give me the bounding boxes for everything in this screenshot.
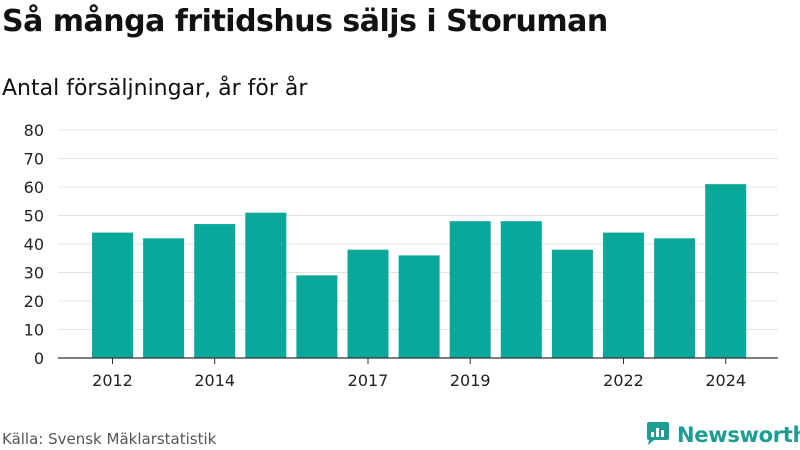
y-tick-label: 10 [24,321,44,340]
y-tick-label: 80 [24,121,44,140]
x-tick-label: 2022 [603,371,644,390]
chart-subtitle: Antal försäljningar, år för år [2,76,308,101]
y-tick-label: 70 [24,150,44,169]
bar [398,255,440,358]
x-tick-label: 2012 [92,371,133,390]
y-tick-label: 20 [24,292,44,311]
bar [449,221,491,358]
source-note: Källa: Svensk Mäklarstatistik [2,430,217,448]
x-tick-label: 2024 [705,371,746,390]
bar [245,212,287,358]
y-tick-label: 60 [24,178,44,197]
bar [603,232,644,358]
x-tick-label: 2019 [450,371,491,390]
newsworthy-logo-icon [645,420,671,450]
x-tick-label: 2017 [348,371,389,390]
bar-chart: 0 10 20 30 40 50 60 70 80 2012 2014 2017 2019 2022 202… [24,121,778,390]
bar [551,249,593,358]
bar [296,275,338,358]
bar [347,249,389,358]
y-tick-label: 30 [24,264,44,283]
y-tick-label: 50 [24,207,44,226]
bar [92,232,133,358]
bar [705,184,747,358]
y-tick-label: 0 [34,349,44,368]
bar [654,238,696,358]
bar [143,238,185,358]
x-tick-label: 2014 [194,371,235,390]
brand-logo: Newsworthy [645,420,800,450]
brand-name: Newsworthy [677,423,800,447]
chart-title: Så många fritidshus säljs i Storuman [2,4,608,39]
bar [194,224,236,358]
y-tick-label: 40 [24,235,44,254]
bar [500,221,542,358]
